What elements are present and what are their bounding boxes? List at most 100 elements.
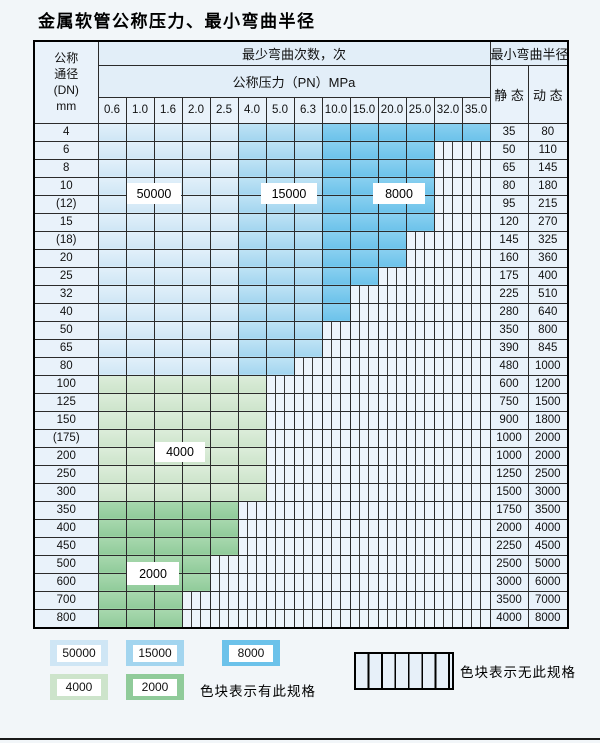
no-spec-cell — [461, 212, 491, 232]
no-spec-cell — [293, 572, 323, 592]
table-row: 450 2250 4500 — [33, 536, 569, 556]
legend-swatch-15000: 15000 — [126, 640, 184, 666]
dn-cell: 700 — [33, 590, 99, 610]
dn-cell: 125 — [33, 392, 99, 412]
spec-cell — [209, 374, 239, 394]
table-row: 65 390 845 — [33, 338, 569, 358]
dynamic-radius-cell: 2000 — [527, 446, 569, 466]
spec-cell — [377, 140, 407, 160]
pressure-tick: 35.0 — [461, 96, 491, 124]
spec-cell — [153, 248, 183, 268]
spec-cell — [97, 212, 127, 232]
spec-cell — [153, 284, 183, 304]
spec-cell — [265, 158, 295, 178]
spec-cell — [321, 122, 351, 142]
no-spec-cell — [405, 284, 435, 304]
no-spec-cell — [293, 554, 323, 574]
no-spec-cell — [405, 356, 435, 376]
spec-cell — [209, 140, 239, 160]
spec-cell — [181, 392, 211, 412]
no-spec-cell — [377, 464, 407, 484]
spec-cell — [181, 266, 211, 286]
no-spec-cell — [433, 158, 463, 178]
no-spec-cell — [461, 248, 491, 268]
no-spec-cell — [461, 158, 491, 178]
spec-cell — [153, 482, 183, 502]
spec-cell — [265, 266, 295, 286]
spec-cell — [125, 590, 155, 610]
spec-cell — [97, 248, 127, 268]
no-spec-cell — [433, 608, 463, 628]
no-spec-cell — [349, 446, 379, 466]
spec-cell — [293, 284, 323, 304]
legend-swatch-label: 4000 — [57, 678, 101, 696]
spec-cell — [265, 320, 295, 340]
legend-swatch-50000: 50000 — [50, 640, 108, 666]
pressure-tick: 6.3 — [293, 96, 323, 124]
no-spec-cell — [433, 284, 463, 304]
dynamic-radius-cell: 360 — [527, 248, 569, 268]
static-radius-cell: 95 — [489, 194, 529, 214]
no-spec-cell — [405, 374, 435, 394]
spec-cell — [209, 320, 239, 340]
spec-cell — [125, 356, 155, 376]
spec-cell — [321, 158, 351, 178]
no-spec-cell — [293, 356, 323, 376]
spec-cell — [293, 122, 323, 142]
no-spec-cell — [265, 482, 295, 502]
overlay-label-8000: 8000 — [373, 183, 425, 204]
dynamic-radius-cell: 1200 — [527, 374, 569, 394]
no-spec-cell — [433, 266, 463, 286]
no-spec-cell — [265, 410, 295, 430]
spec-cell — [153, 590, 183, 610]
spec-cell — [125, 284, 155, 304]
spec-cell — [349, 230, 379, 250]
no-spec-cell — [433, 302, 463, 322]
spec-cell — [209, 410, 239, 430]
table-row: (175) 1000 2000 — [33, 428, 569, 448]
spec-cell — [265, 140, 295, 160]
spec-cell — [153, 140, 183, 160]
no-spec-cell — [181, 590, 211, 610]
no-spec-cell — [265, 500, 295, 520]
no-spec-cell — [461, 338, 491, 358]
spec-cell — [181, 122, 211, 142]
no-spec-cell — [461, 194, 491, 214]
dn-cell: 20 — [33, 248, 99, 268]
no-spec-cell — [237, 590, 267, 610]
no-spec-cell — [405, 428, 435, 448]
legend-no-spec-sample — [354, 652, 454, 690]
spec-cell — [237, 392, 267, 412]
no-spec-cell — [293, 608, 323, 628]
no-spec-cell — [433, 140, 463, 160]
dynamic-radius-cell: 1500 — [527, 392, 569, 412]
spec-cell — [265, 356, 295, 376]
spec-cell — [153, 464, 183, 484]
spec-cell — [293, 266, 323, 286]
no-spec-cell — [377, 428, 407, 448]
static-radius-cell: 35 — [489, 122, 529, 142]
no-spec-cell — [377, 374, 407, 394]
dn-cell: 50 — [33, 320, 99, 340]
spec-cell — [153, 320, 183, 340]
spec-cell — [153, 212, 183, 232]
spec-cell — [125, 230, 155, 250]
spec-cell — [349, 248, 379, 268]
spec-cell — [181, 212, 211, 232]
spec-cell — [125, 248, 155, 268]
dn-cell: 32 — [33, 284, 99, 304]
no-spec-cell — [349, 428, 379, 448]
no-spec-cell — [433, 194, 463, 214]
legend-swatch-2000: 2000 — [126, 674, 184, 700]
spec-cell — [125, 518, 155, 538]
pressure-tick: 32.0 — [433, 96, 463, 124]
dn-header-line: 公称 — [54, 50, 79, 65]
spec-cell — [209, 158, 239, 178]
dn-cell: 15 — [33, 212, 99, 232]
static-radius-cell: 1500 — [489, 482, 529, 502]
spec-cell — [293, 230, 323, 250]
spec-cell — [265, 212, 295, 232]
dynamic-radius-cell: 5000 — [527, 554, 569, 574]
no-spec-cell — [405, 500, 435, 520]
static-radius-cell: 3000 — [489, 572, 529, 592]
